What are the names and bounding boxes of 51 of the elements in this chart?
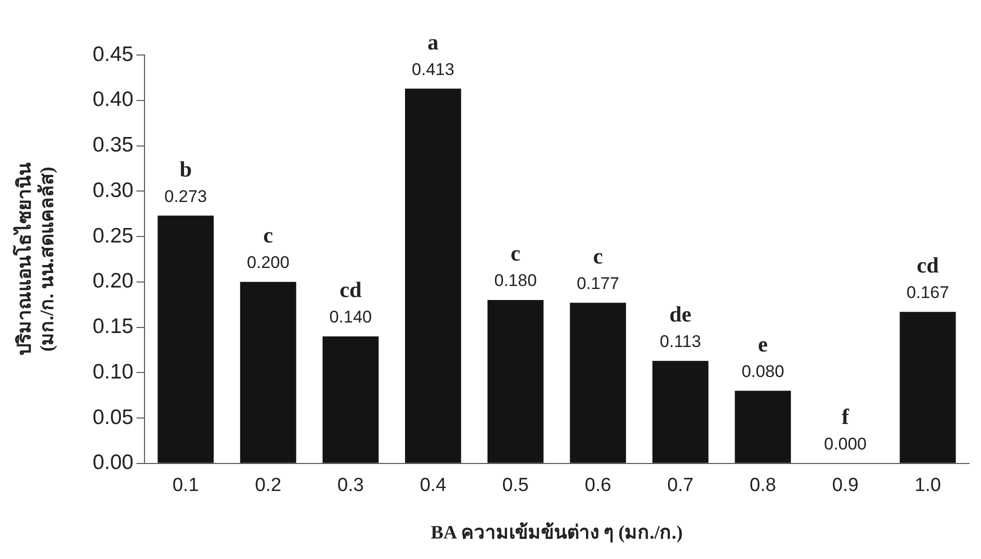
y-tick-label: 0.00 <box>92 451 134 474</box>
annotation: e <box>758 331 768 356</box>
x-tick-label: 0.3 <box>337 475 364 496</box>
bar <box>322 336 379 463</box>
x-tick-label: 0.9 <box>832 475 859 496</box>
data-label: 0.180 <box>494 271 537 290</box>
x-axis-title: BA ความเข้มข้นต่าง ๆ (มก./ก.) <box>430 522 683 544</box>
x-tick-label: 0.4 <box>420 475 447 496</box>
annotation: de <box>669 302 692 327</box>
y-tick-label: 0.35 <box>92 134 134 157</box>
y-tick-label: 0.15 <box>92 315 134 338</box>
annotation: cd <box>916 252 939 278</box>
data-label: 0.177 <box>576 274 620 293</box>
x-tick-label: 1.0 <box>914 475 941 496</box>
y-tick-label: 0.45 <box>92 42 134 66</box>
y-tick-label: 0.30 <box>92 178 134 202</box>
x-tick-label: 0.7 <box>667 475 694 496</box>
bar <box>570 302 626 463</box>
annotation: c <box>593 243 604 268</box>
bar <box>652 360 708 463</box>
data-label: 0.140 <box>329 308 372 327</box>
x-tick-label: 0.2 <box>254 475 282 496</box>
data-label: 0.413 <box>412 60 454 79</box>
data-label: 0.113 <box>660 332 702 352</box>
y-tick-label: 0.05 <box>92 406 134 429</box>
annotation: b <box>180 156 192 182</box>
bar <box>405 88 462 463</box>
y-axis-title: ปริมาณแอนโธไซยานิน (มก./ก. นน.สดแคลลัส) <box>12 162 58 356</box>
y-tick-label: 0.20 <box>92 270 134 293</box>
bar <box>734 390 791 463</box>
y-tick-label: 0.25 <box>92 224 134 248</box>
bar <box>158 216 214 463</box>
bar <box>240 282 296 463</box>
data-label: 0.080 <box>742 362 784 381</box>
x-tick-label: 0.8 <box>750 475 776 496</box>
x-tick-label: 0.6 <box>584 475 612 496</box>
annotation: c <box>263 222 274 248</box>
x-tick-label: 0.1 <box>172 475 199 496</box>
data-label: 0.000 <box>824 434 867 454</box>
annotation: f <box>842 404 850 430</box>
data-label: 0.200 <box>246 253 290 272</box>
y-tick-label: 0.40 <box>92 88 134 112</box>
x-tick-label: 0.5 <box>502 475 529 496</box>
data-label: 0.273 <box>164 186 207 206</box>
bar <box>900 312 956 463</box>
annotation: a <box>428 29 439 54</box>
data-label: 0.167 <box>906 283 950 302</box>
bar <box>487 300 544 463</box>
y-tick-label: 0.10 <box>92 360 134 384</box>
annotation: cd <box>340 277 362 302</box>
annotation: c <box>510 240 521 266</box>
